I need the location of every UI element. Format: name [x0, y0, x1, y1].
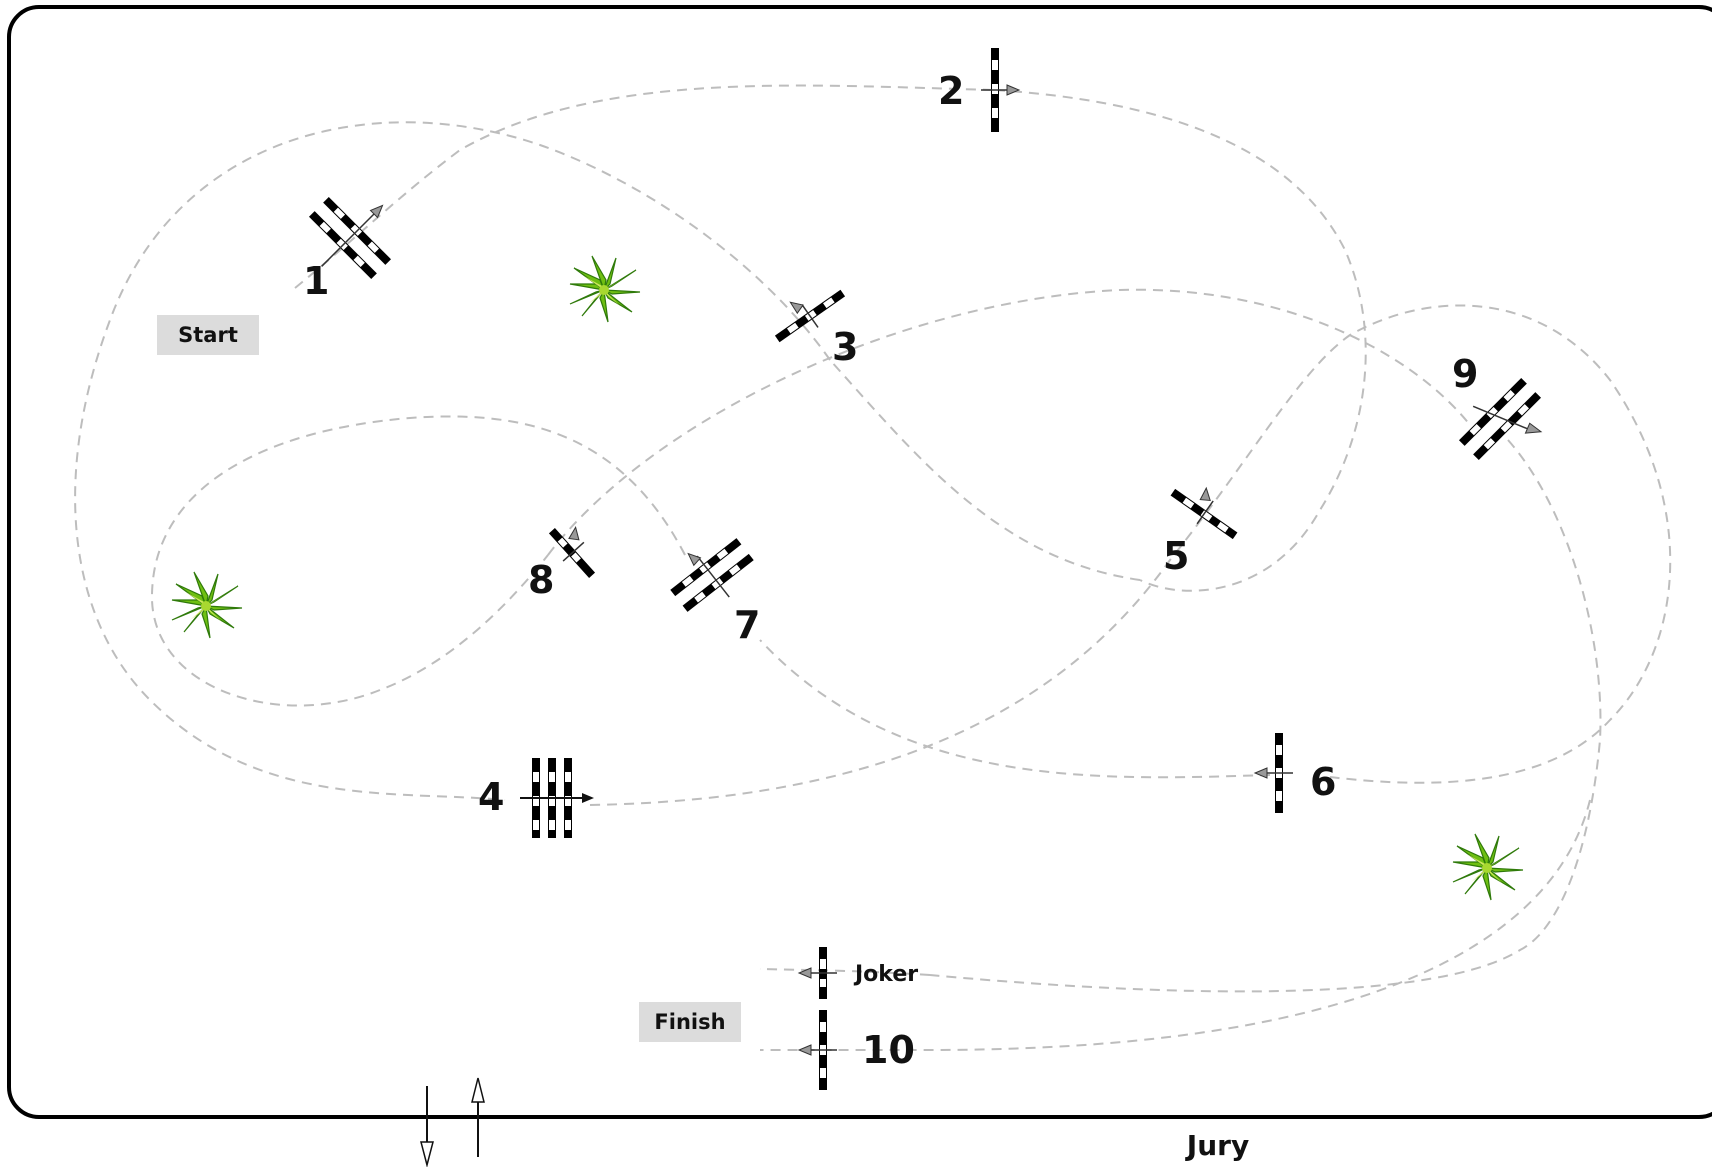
start-label: Start — [157, 315, 259, 355]
obstacle-number: 7 — [734, 603, 760, 647]
obstacle-number: 3 — [832, 325, 858, 369]
obstacle-number: 2 — [938, 69, 964, 113]
obstacle-5 — [1170, 486, 1238, 540]
finish-label: Finish — [639, 1002, 741, 1042]
obstacle-joker — [797, 947, 837, 999]
obstacle-number: 8 — [528, 558, 554, 602]
obstacle-8 — [548, 525, 596, 578]
obstacle-3 — [774, 289, 846, 343]
obstacle-10 — [797, 1010, 837, 1090]
plant-icon — [569, 255, 641, 323]
joker-label: Joker — [853, 962, 918, 987]
obstacle-9 — [1458, 377, 1543, 461]
obstacle-7 — [670, 538, 754, 612]
jury-label: Jury — [1185, 1129, 1249, 1162]
svg-text:Finish: Finish — [654, 1010, 725, 1034]
obstacle-number: 10 — [862, 1028, 915, 1072]
obstacle-number: 1 — [303, 259, 329, 303]
obstacle-1 — [308, 196, 392, 280]
arena-border — [7, 5, 1712, 1119]
obstacle-number: 5 — [1163, 534, 1189, 578]
svg-text:Start: Start — [178, 323, 238, 347]
obstacle-number: 9 — [1452, 352, 1478, 396]
obstacle-4 — [520, 758, 594, 838]
arrow-up-icon — [471, 1077, 485, 1157]
obstacle-number: 4 — [478, 775, 504, 819]
plant-icon — [1452, 833, 1524, 901]
obstacle-number: 6 — [1310, 760, 1336, 804]
plant-icon — [171, 571, 243, 639]
course-route — [74, 84, 1672, 1052]
obstacle-6 — [1253, 733, 1293, 813]
arrow-down-icon — [420, 1086, 434, 1167]
obstacle-2 — [981, 48, 1021, 132]
